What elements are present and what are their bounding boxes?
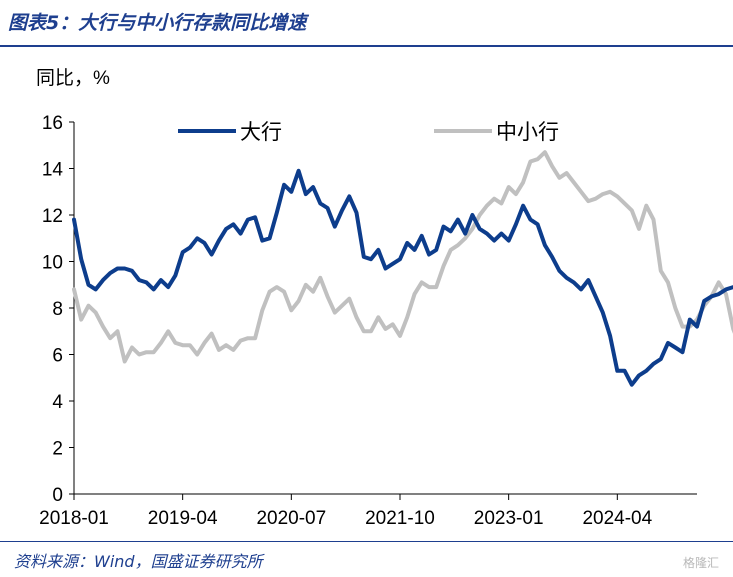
x-tick-label: 2018-01 — [39, 508, 109, 529]
y-tick-label: 4 — [52, 392, 63, 413]
chart-axes — [69, 121, 697, 500]
y-axis-label: 同比，% — [36, 67, 110, 89]
legend: 大行 中小行 — [178, 121, 559, 144]
figure-title: 图表5：大行与中小行存款同比增速 — [8, 12, 307, 34]
y-tick-label: 10 — [42, 253, 63, 274]
watermark: 格隆汇 — [682, 556, 719, 570]
title-divider — [0, 45, 733, 47]
y-tick-label: 0 — [52, 485, 63, 506]
x-tick-label: 2020-07 — [256, 508, 326, 529]
y-tick-label: 12 — [42, 206, 63, 227]
x-tick-label: 2019-04 — [148, 508, 218, 529]
series-lines — [72, 150, 733, 387]
source-note: 资料来源：Wind，国盛证券研究所 — [14, 552, 263, 571]
legend-label: 大行 — [240, 121, 282, 144]
y-tick-label: 8 — [52, 299, 63, 320]
y-tick-label: 2 — [52, 439, 63, 460]
y-tick-label: 14 — [42, 160, 64, 181]
series-line-small-medium-banks — [72, 150, 733, 364]
x-tick-labels: 2018-01 2019-04 2020-07 2021-10 2023-01 2024-… — [39, 508, 652, 529]
series-line-large-banks — [72, 168, 733, 387]
y-tick-label: 16 — [42, 113, 63, 134]
line-chart: 0 2 4 6 8 10 12 14 16 2018-01 2019-04 2020-07 2021-… — [36, 67, 733, 529]
x-tick-label: 2021-10 — [365, 508, 435, 529]
legend-label: 中小行 — [496, 121, 559, 144]
x-tick-label: 2023-01 — [474, 508, 544, 529]
source-divider — [0, 541, 733, 542]
y-tick-labels: 0 2 4 6 8 10 12 14 16 — [42, 113, 64, 506]
x-tick-label: 2024-04 — [582, 508, 652, 529]
y-tick-label: 6 — [52, 346, 63, 367]
